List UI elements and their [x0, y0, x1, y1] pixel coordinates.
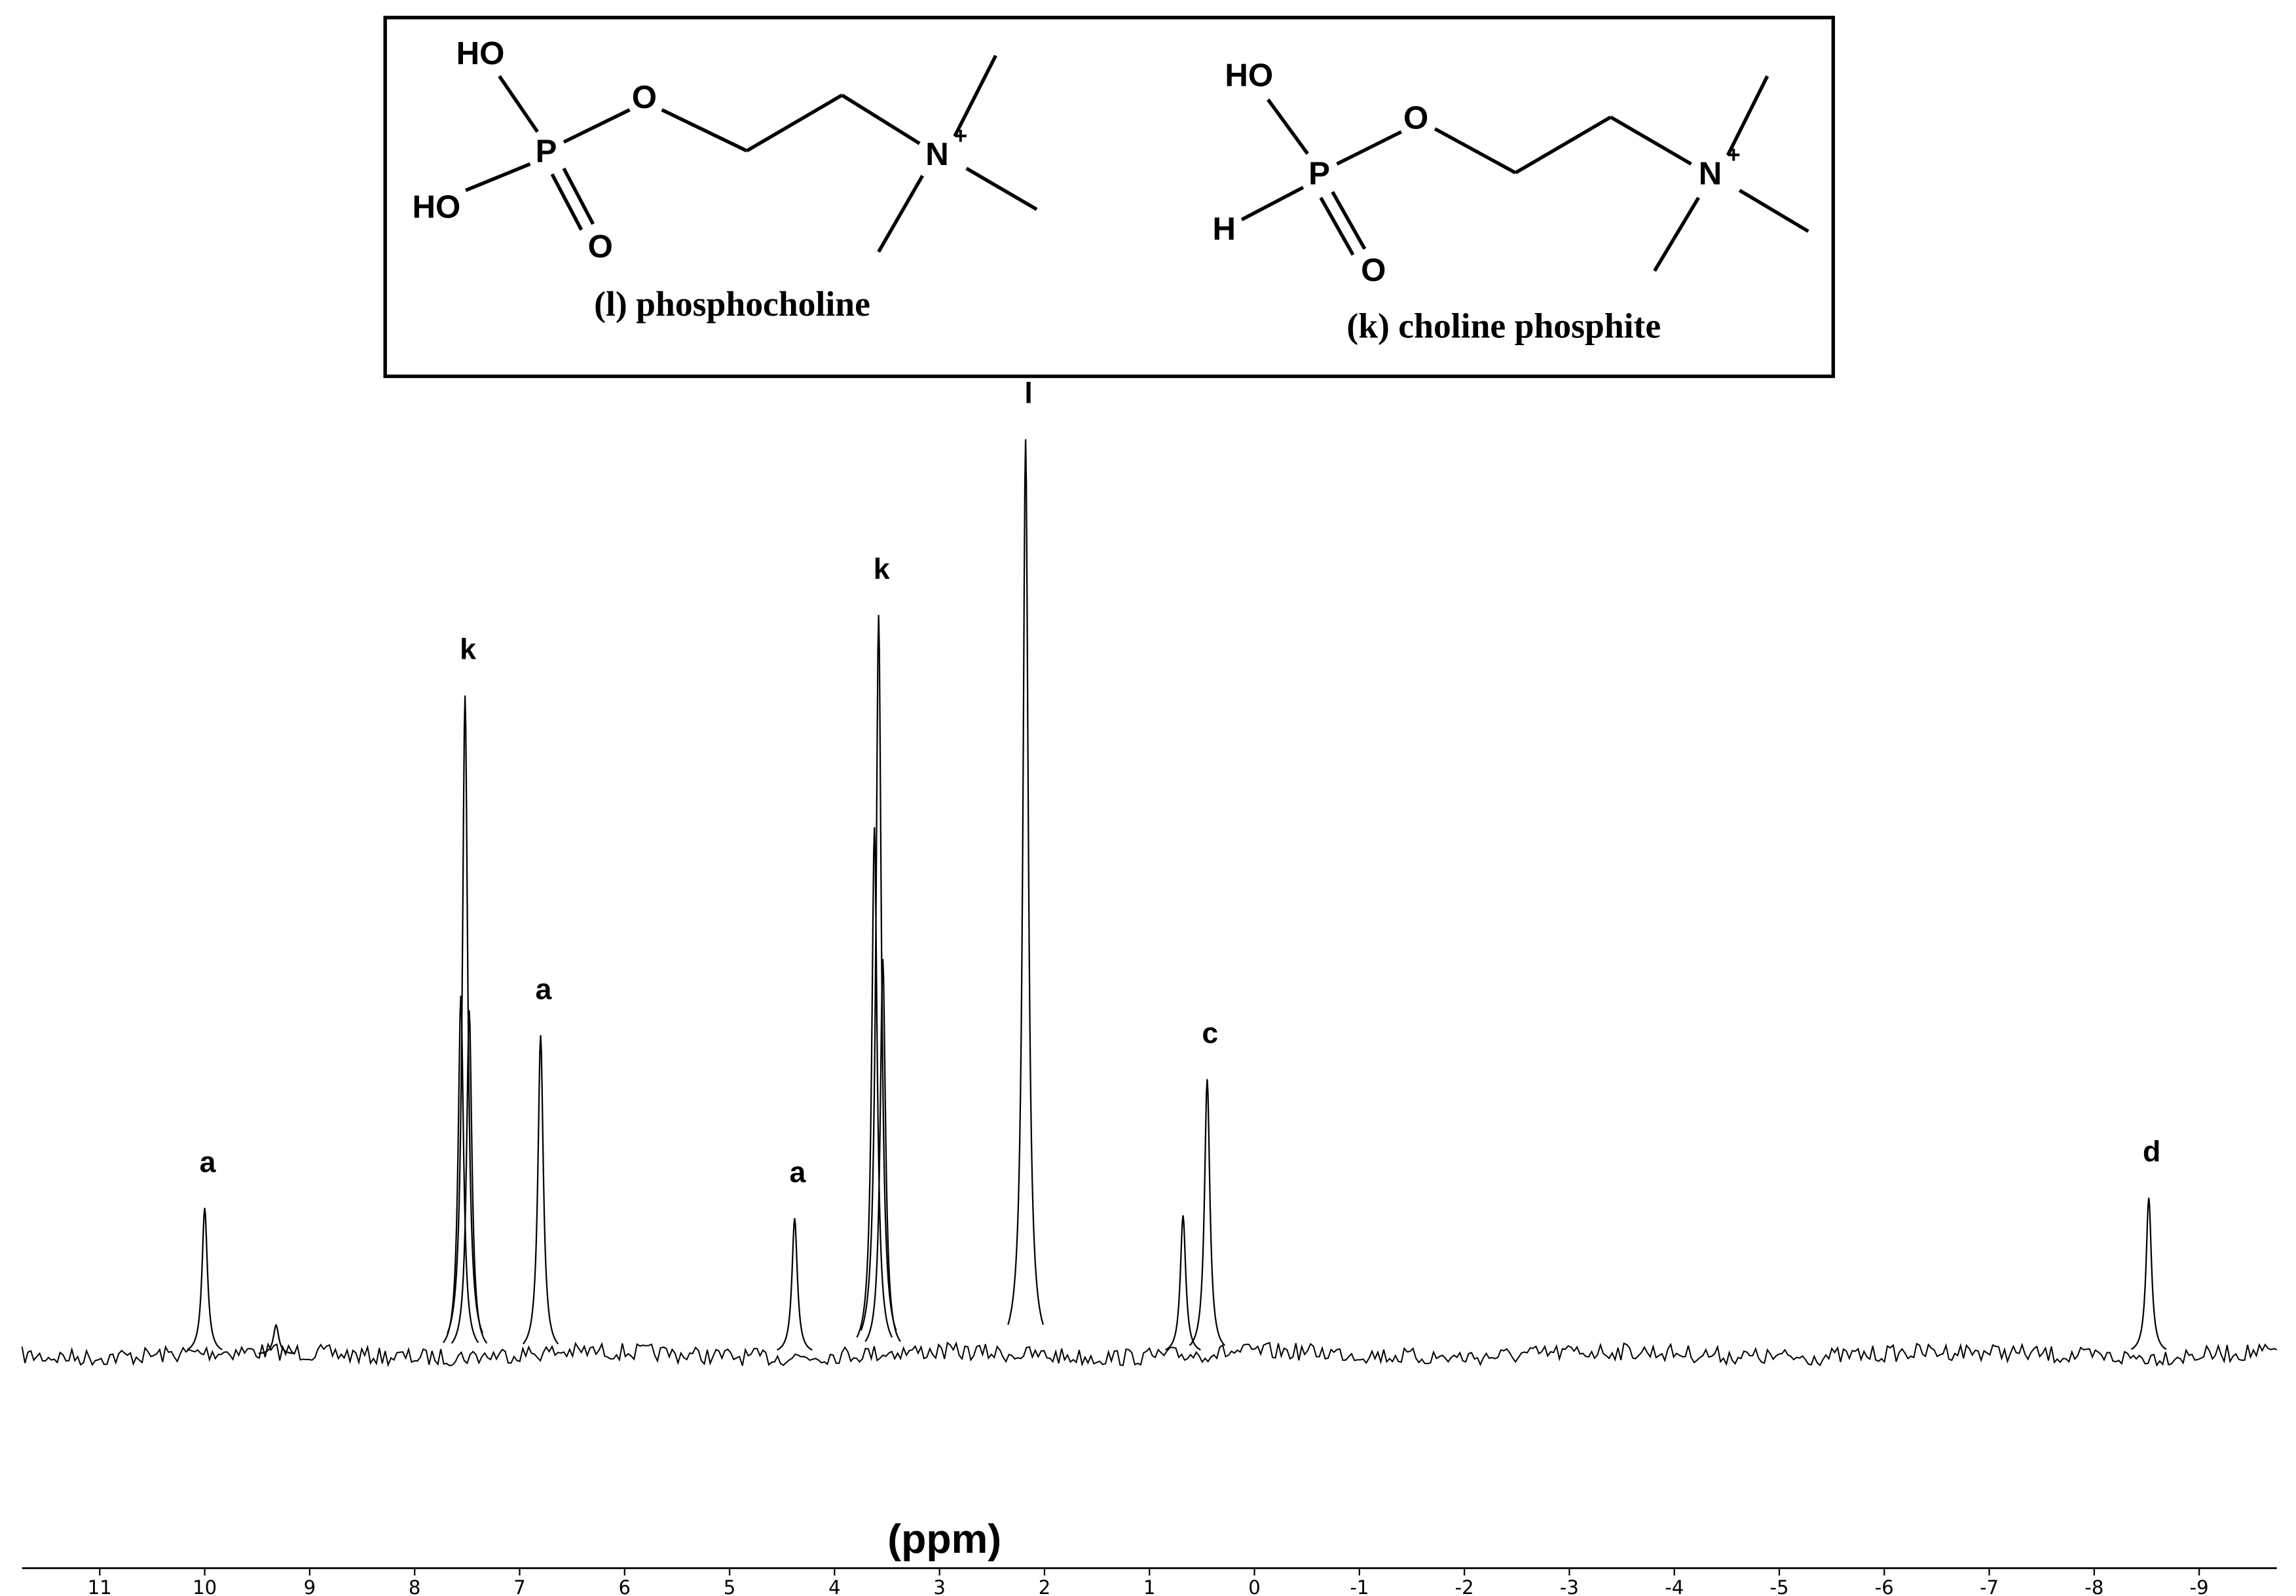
- baseline: [21, 1341, 2278, 1367]
- bond: [550, 173, 583, 231]
- x-tick-label: 1: [1143, 1576, 1155, 1596]
- x-tick-label: 5: [724, 1576, 735, 1596]
- charge: +: [954, 123, 967, 149]
- peak: [856, 827, 893, 1338]
- atom: O: [1361, 252, 1386, 288]
- atom: HO: [1225, 57, 1273, 93]
- x-tick-label: 4: [828, 1576, 840, 1596]
- bond: [563, 108, 631, 144]
- peak: [258, 1323, 294, 1354]
- structure-name: (l) phosphocholine: [594, 284, 870, 324]
- peak: [864, 959, 901, 1343]
- bond: [562, 167, 595, 225]
- atom: O: [588, 229, 613, 265]
- bond: [661, 108, 748, 153]
- x-tick-label: 10: [193, 1576, 217, 1596]
- bond: [746, 94, 843, 153]
- peak-label: d: [2143, 1136, 2160, 1168]
- bond: [965, 166, 1038, 212]
- peak: [1007, 439, 1044, 1326]
- peak-label: a: [789, 1157, 806, 1189]
- atom: P: [536, 134, 557, 170]
- x-tick-label: 9: [304, 1576, 316, 1596]
- peak-label: l: [1024, 377, 1032, 409]
- atom: H: [1213, 211, 1236, 247]
- bond: [1240, 185, 1305, 221]
- x-tick-label: 8: [409, 1576, 420, 1596]
- charge: +: [1727, 142, 1741, 168]
- x-tick-label: 2: [1039, 1576, 1050, 1596]
- x-tick-label: -4: [1665, 1576, 1684, 1596]
- structure-box: [383, 16, 1836, 379]
- atom: N: [1699, 155, 1722, 191]
- structure-name: (k) choline phosphite: [1346, 306, 1661, 345]
- peak: [187, 1208, 223, 1350]
- bond: [953, 54, 997, 138]
- bond: [1267, 98, 1309, 155]
- peak: [451, 1010, 488, 1344]
- bond: [877, 174, 925, 253]
- atom: HO: [413, 189, 461, 225]
- structure-phosphocholine: HO HO P O O N + (l) phosphocholine: [413, 35, 1038, 324]
- peak: [522, 1035, 559, 1345]
- atom: N: [925, 136, 949, 172]
- atom: HO: [456, 35, 505, 71]
- x-tick-label: 7: [513, 1576, 525, 1596]
- bond: [1336, 130, 1402, 166]
- x-tick-label: 11: [88, 1576, 112, 1596]
- x-tick-label: 6: [619, 1576, 631, 1596]
- atom: P: [1308, 155, 1330, 191]
- x-tick-label: -6: [1875, 1576, 1894, 1596]
- x-axis-title: (ppm): [887, 1516, 1001, 1562]
- x-tick-label: -3: [1560, 1576, 1579, 1596]
- peak: [1189, 1079, 1226, 1346]
- bond: [1726, 75, 1769, 157]
- x-tick-label: 0: [1248, 1576, 1260, 1596]
- peak: [443, 995, 479, 1343]
- bond: [498, 75, 539, 133]
- x-tick-label: -7: [1980, 1576, 1999, 1596]
- x-tick-label: -8: [2084, 1576, 2103, 1596]
- peak: [1165, 1215, 1201, 1351]
- peak: [860, 615, 897, 1331]
- peak: [777, 1218, 813, 1351]
- bond: [1738, 189, 1809, 233]
- atom: O: [1403, 100, 1428, 136]
- bond: [1319, 196, 1355, 256]
- x-tick-label: -9: [2190, 1576, 2209, 1596]
- bond: [465, 162, 531, 193]
- peak-label: a: [536, 973, 553, 1005]
- x-tick-label: -1: [1350, 1576, 1369, 1596]
- peak-label: a: [200, 1146, 217, 1178]
- peak: [2130, 1197, 2167, 1350]
- peak-label: k: [874, 553, 890, 585]
- peak-label: k: [460, 634, 476, 666]
- x-tick-label: -5: [1770, 1576, 1789, 1596]
- bond: [1653, 196, 1700, 272]
- bond: [1331, 191, 1367, 250]
- x-tick-label: 3: [933, 1576, 945, 1596]
- bond: [841, 94, 921, 145]
- peak-label: c: [1202, 1018, 1218, 1050]
- bond: [1434, 127, 1517, 175]
- atom: O: [632, 79, 657, 115]
- x-tick-label: -2: [1455, 1576, 1474, 1596]
- bond: [1514, 115, 1612, 175]
- structure-choline-phosphite: HO H P O O N + (k) choline phosphite: [1213, 57, 1809, 345]
- bond: [1610, 115, 1692, 166]
